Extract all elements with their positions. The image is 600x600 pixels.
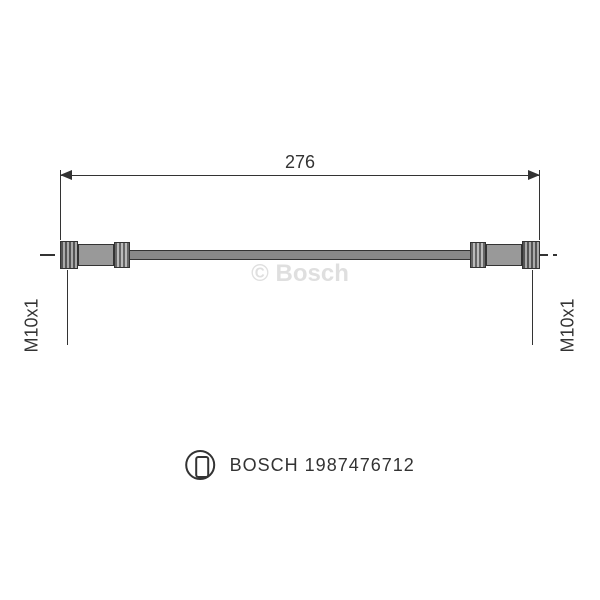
fitting-crimp-right bbox=[470, 242, 486, 268]
hose-body bbox=[110, 250, 490, 260]
fitting-crimp-left bbox=[114, 242, 130, 268]
dimension-extension-right bbox=[539, 170, 540, 240]
dimension-arrow-right bbox=[528, 170, 540, 180]
thread-label-right: M10x1 bbox=[557, 298, 578, 352]
thread-indicator-line-left bbox=[67, 270, 68, 345]
thread-label-left: M10x1 bbox=[22, 298, 43, 352]
brand-part-number: BOSCH 1987476712 bbox=[230, 455, 415, 476]
fitting-right bbox=[470, 238, 540, 272]
fitting-left bbox=[60, 238, 130, 272]
dimension-length-label: 276 bbox=[285, 152, 315, 173]
fitting-body-left bbox=[78, 244, 114, 266]
thread-indicator-line-right bbox=[532, 270, 533, 345]
fitting-hex-right bbox=[522, 241, 540, 269]
dimension-extension-left bbox=[60, 170, 61, 240]
dimension-line bbox=[60, 175, 540, 176]
fitting-body-right bbox=[486, 244, 522, 266]
bosch-logo-icon bbox=[185, 450, 215, 480]
brand-footer: BOSCH 1987476712 bbox=[185, 450, 415, 480]
watermark: © Bosch bbox=[251, 260, 349, 288]
dimension-arrow-left bbox=[60, 170, 72, 180]
fitting-hex-left bbox=[60, 241, 78, 269]
